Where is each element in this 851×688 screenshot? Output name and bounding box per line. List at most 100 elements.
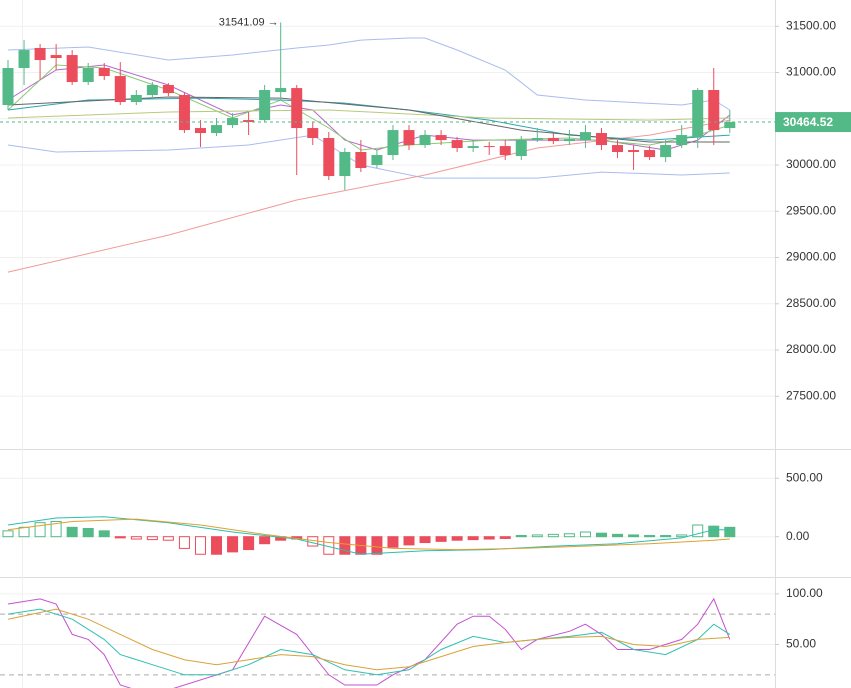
y-tick-label: 29500.00: [786, 203, 836, 217]
current-price-box: [775, 112, 851, 133]
macd-bar: [178, 536, 190, 549]
candle-body: [307, 128, 319, 139]
macd-bar: [243, 536, 255, 551]
y-tick-label: 50.00: [786, 637, 816, 651]
macd-bar: [18, 526, 30, 538]
indicator-line: [7, 518, 730, 551]
y-tick-label: 31000.00: [786, 65, 836, 79]
candle-body: [531, 138, 543, 141]
candle-body: [227, 118, 239, 126]
candle-body: [130, 95, 142, 103]
indicator-line: [7, 119, 730, 273]
macd-bar: [435, 536, 447, 542]
candle-body: [628, 150, 640, 152]
candle-body: [563, 139, 575, 142]
macd-bar: [2, 530, 14, 538]
macd-bar: [146, 536, 158, 541]
macd-bar: [724, 526, 736, 538]
candle-body: [595, 133, 607, 146]
macd-bar: [644, 535, 656, 538]
macd-bar: [259, 536, 271, 545]
macd-bar: [82, 528, 94, 538]
candle-body: [146, 85, 158, 96]
y-tick-label: 27500.00: [786, 388, 836, 402]
macd-bar: [708, 525, 720, 538]
y-tick-label: 31500.00: [786, 18, 836, 32]
indicator-line: [7, 64, 730, 151]
candle-body: [644, 150, 656, 158]
macd-bar: [114, 536, 126, 539]
candle-body: [451, 140, 463, 149]
candle-body: [419, 135, 431, 146]
y-tick-label: 30000.00: [786, 157, 836, 171]
candle-body: [243, 120, 255, 123]
macd-bar: [339, 536, 351, 555]
candle-body: [98, 67, 110, 77]
indicator-line: [7, 96, 730, 143]
macd-bar: [692, 524, 704, 538]
candle-body: [435, 135, 447, 141]
macd-bar: [98, 530, 110, 538]
macd-bar: [419, 536, 431, 544]
macd-bar: [194, 536, 206, 555]
candle-body: [387, 130, 399, 156]
macd-bar: [515, 535, 527, 538]
candle-body: [178, 95, 190, 131]
y-tick-label: 28000.00: [786, 342, 836, 356]
macd-bar: [403, 536, 415, 546]
candle-body: [18, 50, 30, 68]
macd-bar: [34, 522, 46, 538]
indicator-line: [7, 608, 730, 671]
macd-bar: [66, 526, 78, 538]
high-annotation: 31541.09 →: [219, 16, 279, 28]
candle-body: [82, 67, 94, 83]
indicator-line: [7, 109, 730, 121]
candle-body: [676, 135, 688, 146]
candle-body: [2, 67, 14, 105]
macd-bar: [50, 520, 62, 538]
macd-bar: [563, 533, 575, 538]
macd-bar: [595, 532, 607, 538]
y-tick-label: 100.00: [786, 586, 823, 600]
candle-body: [515, 140, 527, 157]
macd-bar: [676, 534, 688, 538]
y-tick-label: 0.00: [786, 529, 810, 543]
macd-bar: [483, 536, 495, 540]
macd-bar: [547, 533, 559, 538]
y-tick-label: 28500.00: [786, 296, 836, 310]
macd-bar: [211, 536, 223, 555]
current-price-label: 30464.52: [783, 115, 833, 129]
y-tick-label: 29000.00: [786, 250, 836, 264]
candle-body: [579, 132, 591, 141]
candle-body: [211, 125, 223, 134]
indicator-line: [7, 37, 731, 111]
macd-bar: [612, 533, 624, 538]
macd-bar: [660, 535, 672, 538]
indicator-line: [7, 608, 731, 676]
candle-body: [612, 145, 624, 152]
candle-body: [708, 90, 720, 131]
macd-bar: [467, 536, 479, 541]
indicator-line: [7, 134, 730, 179]
candle-body: [483, 146, 495, 148]
candle-body: [692, 90, 704, 137]
candle-body: [66, 55, 78, 83]
candle-body: [291, 88, 303, 129]
macd-bar: [227, 536, 239, 553]
macd-bar: [371, 536, 383, 555]
candle-body: [403, 130, 415, 146]
macd-bar: [628, 534, 640, 538]
candle-body: [371, 155, 383, 166]
candle-body: [34, 48, 46, 61]
macd-bar: [579, 531, 591, 538]
macd-bar: [531, 534, 543, 538]
macd-bar: [499, 536, 511, 539]
candle-body: [339, 151, 351, 177]
indicator-line: [7, 516, 730, 555]
macd-bar: [451, 536, 463, 541]
macd-bar: [387, 536, 399, 548]
candle-body: [547, 138, 559, 142]
candle-body: [724, 122, 736, 129]
